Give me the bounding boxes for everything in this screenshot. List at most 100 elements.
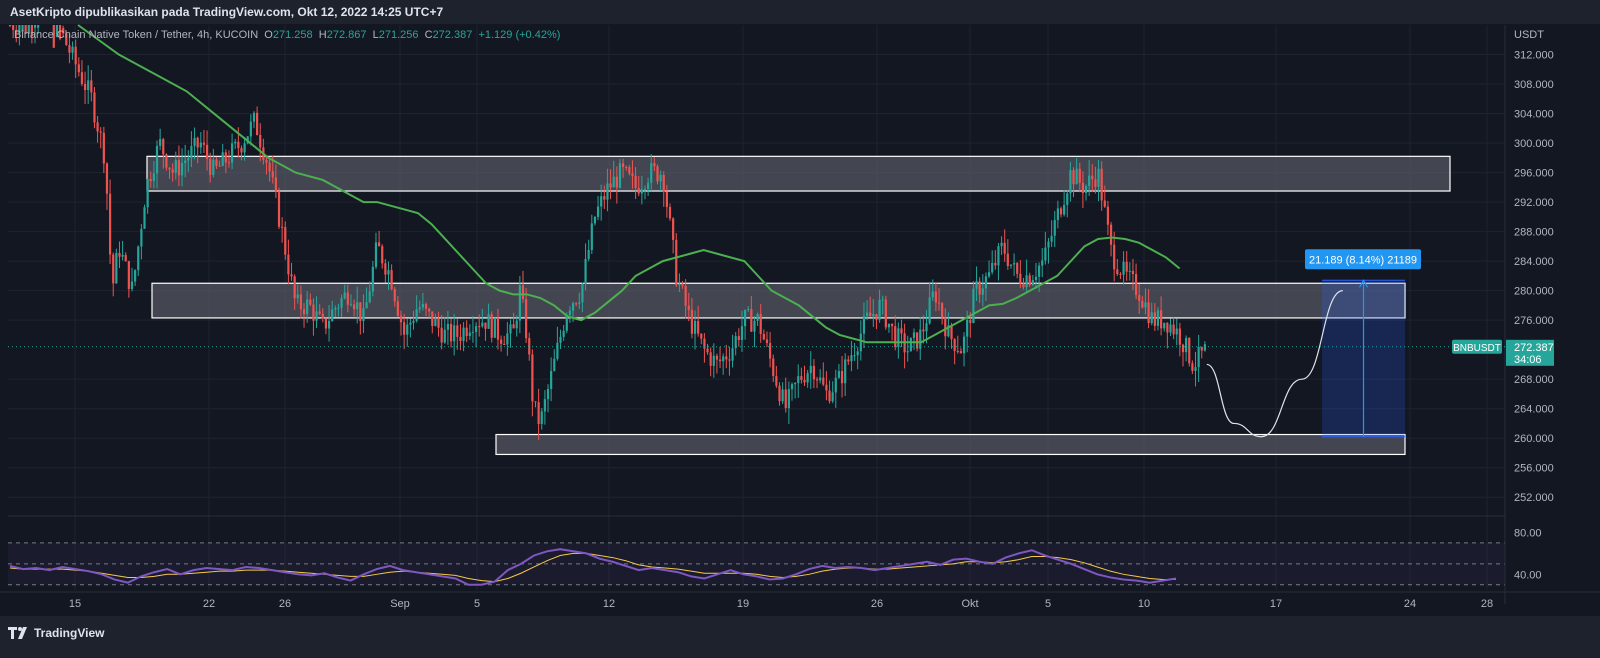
candle-body xyxy=(665,191,668,207)
candle-body xyxy=(765,339,769,344)
candle-body xyxy=(434,318,437,326)
candle-body xyxy=(15,29,18,33)
candle-body xyxy=(797,376,800,384)
candle-body xyxy=(515,320,518,329)
candle-body xyxy=(747,308,750,310)
candle-body xyxy=(687,305,690,310)
high-value: 272.867 xyxy=(326,29,367,41)
candle-body xyxy=(909,337,912,352)
candle-body xyxy=(1191,363,1194,371)
candle-body xyxy=(1113,244,1116,270)
candle-body xyxy=(21,25,24,32)
candle-body xyxy=(844,359,847,384)
candle-body xyxy=(371,266,374,292)
candle-body xyxy=(728,359,731,361)
candle-body xyxy=(878,299,881,320)
candle-body xyxy=(981,288,984,295)
candle-body xyxy=(437,318,440,328)
candle-body xyxy=(343,292,346,299)
close-label: C xyxy=(424,29,433,41)
candle-body xyxy=(590,223,593,251)
time-tick-label: 15 xyxy=(69,598,81,610)
symbol-badge-label: BNBUSDT xyxy=(1453,343,1501,354)
candle-body xyxy=(775,376,778,386)
candle-body xyxy=(722,356,725,362)
symbol-legend: Binance Chain Native Token / Tether, 4h,… xyxy=(14,29,560,41)
candle-body xyxy=(374,242,378,267)
candle-body xyxy=(352,304,356,310)
candle-body xyxy=(171,169,174,173)
candle-body xyxy=(309,299,312,305)
candle-body xyxy=(80,72,84,85)
price-chart[interactable]: 21.189 (8.14%) 21189 USDT 312.000 308.000 3… xyxy=(0,0,1600,616)
candle-body xyxy=(934,291,937,303)
candle-body xyxy=(121,254,124,257)
candle-body xyxy=(1000,242,1003,247)
candle-body xyxy=(268,162,271,172)
candle-body xyxy=(978,281,981,295)
candle-body xyxy=(174,160,177,173)
candle-body xyxy=(596,206,600,217)
symbol-badge xyxy=(1452,339,1502,354)
candle-body xyxy=(299,294,303,310)
projection-drawing xyxy=(1206,290,1343,438)
candle-body xyxy=(187,158,190,161)
price-tick-label: 256.000 xyxy=(1514,463,1554,475)
candle-body xyxy=(1156,310,1160,326)
candle-body xyxy=(493,317,496,338)
candle-body xyxy=(184,160,187,164)
candle-body xyxy=(803,379,806,383)
candle-body xyxy=(143,207,146,229)
candle-body xyxy=(653,163,656,167)
tradingview-brand[interactable]: TradingView xyxy=(8,623,104,643)
measure-tool: 21.189 (8.14%) 21189 xyxy=(1305,249,1421,438)
change-value: +1.129 (+0.42%) xyxy=(478,29,561,41)
candle-body xyxy=(99,131,102,133)
candle-body xyxy=(1185,338,1188,353)
candle-body xyxy=(778,385,781,402)
candle-body xyxy=(290,274,293,277)
candle-body xyxy=(71,46,74,53)
candle-body xyxy=(12,25,15,30)
candle-body xyxy=(168,167,171,170)
candle-body xyxy=(865,312,869,317)
candle-body xyxy=(621,163,625,168)
candle-body xyxy=(1200,347,1203,351)
candle-body xyxy=(1034,276,1038,281)
candle-body xyxy=(890,323,894,327)
candle-body xyxy=(155,145,159,174)
candle-body xyxy=(52,25,55,48)
candle-body xyxy=(969,319,972,323)
candle-body xyxy=(731,348,734,361)
price-axis-currency: USDT xyxy=(1514,29,1544,41)
price-zone xyxy=(146,155,1451,192)
candle-body xyxy=(784,389,787,409)
candle-body xyxy=(568,310,572,316)
candle-body xyxy=(149,179,152,182)
measure-label-box xyxy=(1305,249,1421,270)
candle-body xyxy=(471,331,475,333)
candle-body xyxy=(962,336,966,354)
candle-body xyxy=(421,304,424,308)
candle-body xyxy=(274,177,277,192)
candle-body xyxy=(449,323,453,342)
candle-body xyxy=(672,218,675,240)
candle-body xyxy=(931,291,934,298)
candle-body xyxy=(115,252,118,284)
candle-body xyxy=(209,158,212,175)
candle-body xyxy=(212,159,215,175)
candle-body xyxy=(928,297,931,324)
candle-body xyxy=(1147,302,1150,324)
candle-body xyxy=(853,355,856,357)
candle-body xyxy=(922,329,925,332)
candle-body xyxy=(83,84,87,91)
time-tick-label: 5 xyxy=(1045,598,1051,610)
candle-body xyxy=(847,359,850,362)
measure-label: 21.189 (8.14%) 21189 xyxy=(1309,254,1417,266)
brand-text: TradingView xyxy=(34,626,105,640)
candle-body xyxy=(137,246,140,271)
candle-body xyxy=(944,317,947,337)
candle-body xyxy=(334,308,337,310)
candle-body xyxy=(506,333,509,345)
candle-body xyxy=(872,314,875,317)
